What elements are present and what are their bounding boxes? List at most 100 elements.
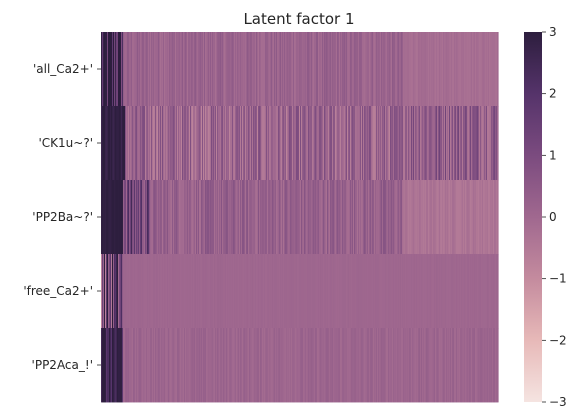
heatmap-cell xyxy=(334,32,336,107)
heatmap-cell xyxy=(108,180,110,255)
heatmap-cell xyxy=(181,32,183,107)
heatmap-cell xyxy=(309,180,311,255)
heatmap-cell xyxy=(315,106,317,181)
heatmap-cell xyxy=(121,32,123,107)
heatmap-cell xyxy=(228,32,230,107)
heatmap-cell xyxy=(139,180,141,255)
heatmap-cell xyxy=(346,32,348,107)
heatmap-cell xyxy=(172,254,174,329)
heatmap-cell xyxy=(314,32,316,107)
heatmap-cell xyxy=(236,32,238,107)
heatmap-cell xyxy=(474,32,476,107)
heatmap-cell xyxy=(490,180,492,255)
heatmap-cell xyxy=(444,180,446,255)
heatmap-cell xyxy=(195,32,197,107)
heatmap-cell xyxy=(266,180,268,255)
heatmap-cell xyxy=(371,180,373,255)
heatmap-cell xyxy=(451,180,453,255)
heatmap-cell xyxy=(177,180,179,255)
heatmap-cell xyxy=(420,328,422,403)
heatmap-cell xyxy=(107,180,109,255)
heatmap-cell xyxy=(273,254,275,329)
heatmap-cell xyxy=(443,180,445,255)
heatmap-cell xyxy=(108,32,110,107)
heatmap-cell xyxy=(124,328,126,403)
heatmap-cell xyxy=(240,106,242,181)
heatmap-cell xyxy=(390,254,392,329)
heatmap-cell xyxy=(391,32,393,107)
heatmap-cell xyxy=(413,180,415,255)
heatmap-cell xyxy=(114,328,116,403)
heatmap-cell xyxy=(319,254,321,329)
heatmap-cell xyxy=(259,328,261,403)
heatmap-cell xyxy=(163,180,165,255)
heatmap-cell xyxy=(310,180,312,255)
heatmap-cell xyxy=(150,254,152,329)
heatmap-cell xyxy=(325,180,327,255)
heatmap-cell xyxy=(198,32,200,107)
heatmap-cell xyxy=(146,32,148,107)
heatmap-cell xyxy=(109,106,111,181)
heatmap-cell xyxy=(347,180,349,255)
heatmap-cell xyxy=(257,32,259,107)
heatmap-cell xyxy=(486,254,488,329)
heatmap-cell xyxy=(186,106,188,181)
heatmap-cell xyxy=(258,328,260,403)
heatmap-cell xyxy=(415,254,417,329)
heatmap-cell xyxy=(214,106,216,181)
heatmap-cell xyxy=(375,254,377,329)
heatmap-cell xyxy=(223,180,225,255)
heatmap-cell xyxy=(282,254,284,329)
heatmap-cell xyxy=(464,328,466,403)
heatmap-cell xyxy=(263,328,265,403)
heatmap-cell xyxy=(287,180,289,255)
heatmap-cell xyxy=(380,32,382,107)
heatmap-cell xyxy=(228,106,230,181)
heatmap-cell xyxy=(127,32,129,107)
heatmap-cell xyxy=(120,32,122,107)
heatmap-cell xyxy=(246,328,248,403)
heatmap-cell xyxy=(324,254,326,329)
heatmap-cell xyxy=(466,32,468,107)
heatmap-cell xyxy=(173,328,175,403)
heatmap-cell xyxy=(290,180,292,255)
heatmap-cell xyxy=(360,328,362,403)
heatmap-cell xyxy=(483,32,485,107)
heatmap-cell xyxy=(183,32,185,107)
heatmap-cell xyxy=(237,106,239,181)
heatmap-cell xyxy=(242,106,244,181)
heatmap-cell xyxy=(379,254,381,329)
heatmap-cell xyxy=(365,254,367,329)
heatmap-cell xyxy=(132,32,134,107)
heatmap-cell xyxy=(457,106,459,181)
heatmap-cell xyxy=(256,254,258,329)
heatmap-cell xyxy=(392,106,394,181)
heatmap-cell xyxy=(372,254,374,329)
heatmap-cell xyxy=(405,254,407,329)
heatmap-cell xyxy=(119,32,121,107)
heatmap-cell xyxy=(436,106,438,181)
heatmap-cell xyxy=(382,32,384,107)
heatmap-cell xyxy=(304,32,306,107)
heatmap-cell xyxy=(234,180,236,255)
heatmap-cell xyxy=(176,106,178,181)
heatmap-cell xyxy=(128,254,130,329)
heatmap-cell xyxy=(161,328,163,403)
heatmap-cell xyxy=(361,106,363,181)
heatmap-cell xyxy=(469,254,471,329)
heatmap-cell xyxy=(389,328,391,403)
heatmap-cell xyxy=(334,254,336,329)
heatmap-cell xyxy=(178,106,180,181)
heatmap-cell xyxy=(349,254,351,329)
heatmap-cell xyxy=(226,106,228,181)
heatmap-cell xyxy=(317,106,319,181)
heatmap-cell xyxy=(403,180,405,255)
heatmap-cell xyxy=(189,32,191,107)
heatmap-cell xyxy=(451,106,453,181)
heatmap-cell xyxy=(419,32,421,107)
heatmap-cell xyxy=(359,180,361,255)
heatmap-cell xyxy=(170,32,172,107)
heatmap-cell xyxy=(180,106,182,181)
heatmap-cell xyxy=(270,328,272,403)
heatmap-cell xyxy=(440,328,442,403)
